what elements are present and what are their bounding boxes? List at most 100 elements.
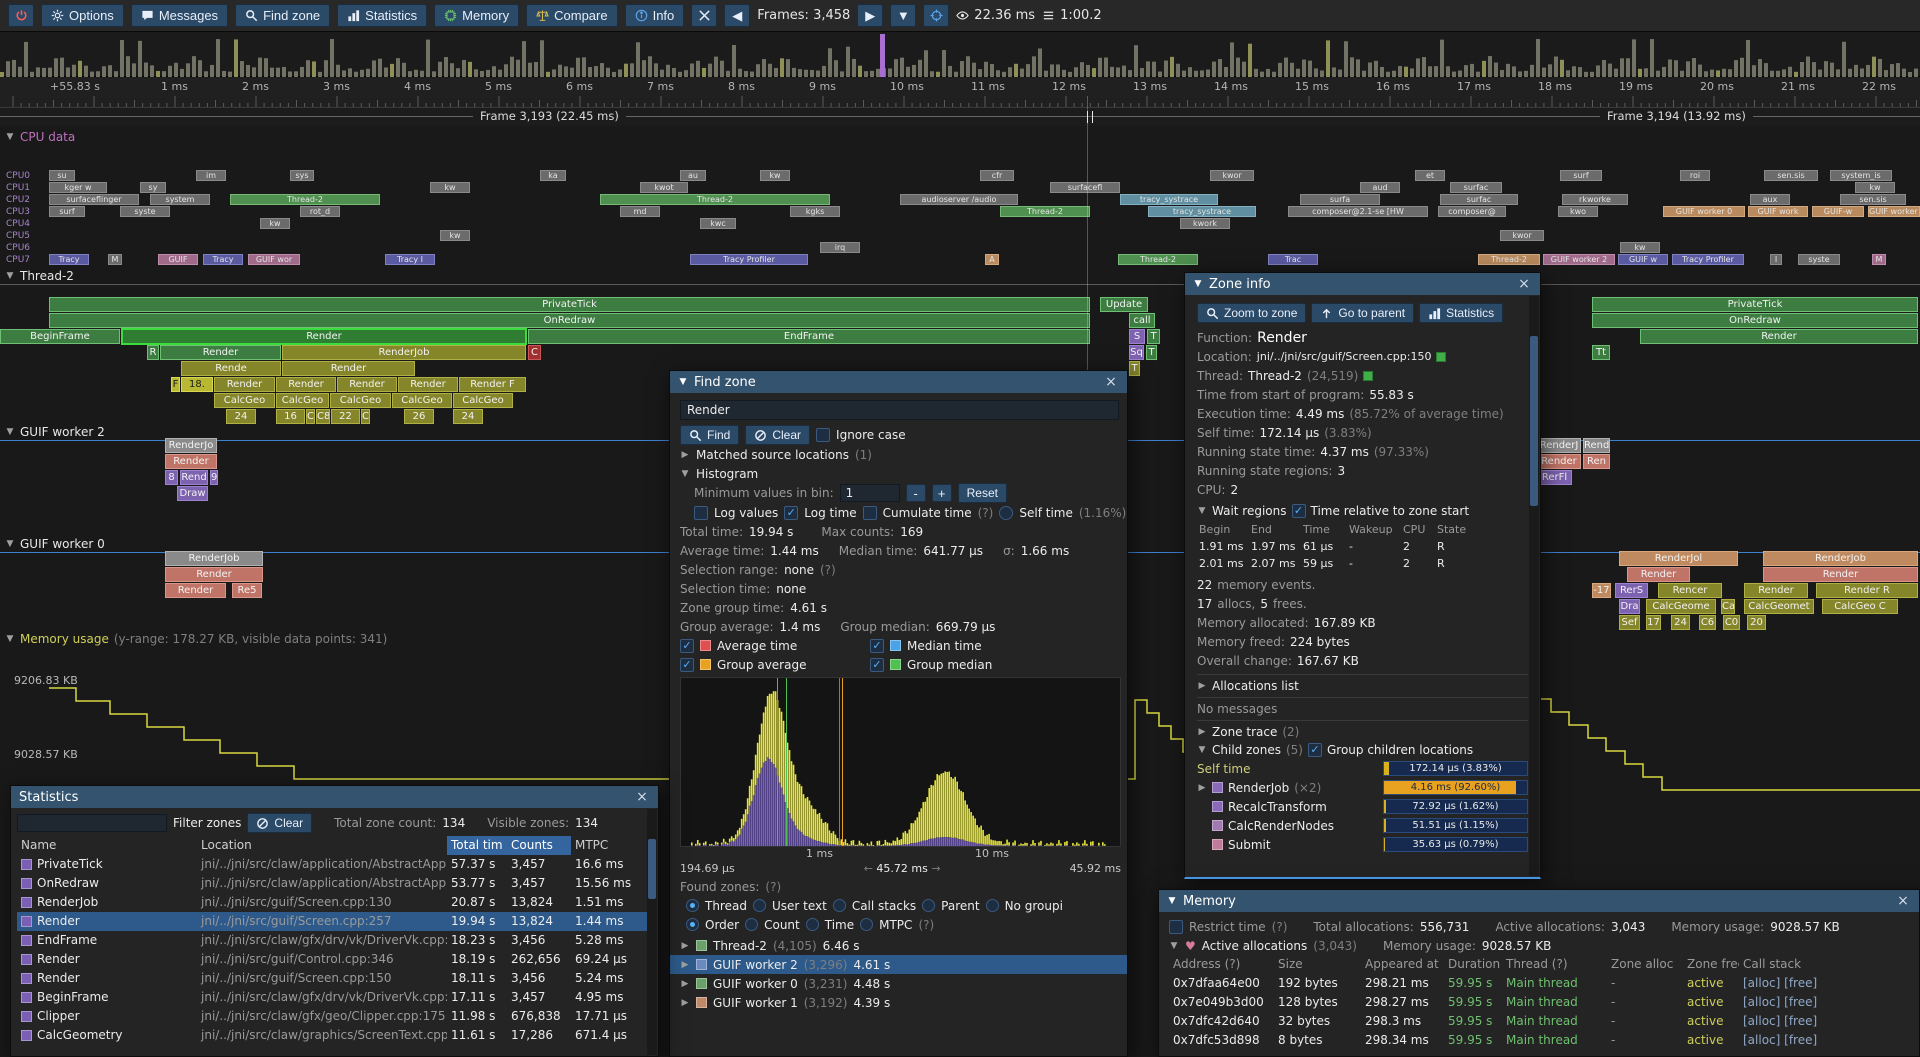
zone[interactable]: PrivateTick: [1592, 297, 1918, 312]
cpu-segment[interactable]: I: [1770, 254, 1782, 265]
zone[interactable]: RenderJob: [165, 551, 263, 566]
cpu-segment[interactable]: GUIF: [158, 254, 198, 265]
relative-time-checkbox[interactable]: [1291, 503, 1306, 518]
zone[interactable]: 20: [1747, 615, 1766, 630]
stats-table-row[interactable]: Render jni/../jni/src/guif/Screen.cpp:257…: [17, 912, 652, 931]
memory-table-row[interactable]: 0x7dfc42d640 32 bytes 298.3 ms 59.95 s Main …: [1169, 1012, 1909, 1031]
cpu-segment[interactable]: im: [196, 170, 226, 181]
stats-table-row[interactable]: Render jni/../jni/src/guif/Control.cpp:34…: [17, 950, 652, 969]
cpu-segment[interactable]: Tracy I: [385, 254, 435, 265]
zone[interactable]: Render: [1763, 567, 1918, 582]
prev-frame-button[interactable]: ◀: [724, 4, 751, 27]
cpu-segment[interactable]: Tracy Profiler: [690, 254, 808, 265]
zone[interactable]: PrivateTick: [49, 297, 1090, 312]
zone[interactable]: Render: [1627, 567, 1690, 582]
found-zone-group-row[interactable]: ▶ GUIF worker 2 (3,296) 4.61 s: [670, 955, 1127, 974]
zone[interactable]: Render: [398, 377, 458, 392]
zone[interactable]: Draw: [177, 486, 208, 501]
zone[interactable]: Render: [1640, 329, 1918, 344]
cpu-segment[interactable]: Trac: [1268, 254, 1318, 265]
stats-table-row[interactable]: OnRedraw jni/../jni/src/claw/application/…: [17, 874, 652, 893]
cpu-segment[interactable]: GUIF work: [1748, 206, 1808, 217]
zone[interactable]: T: [1146, 345, 1157, 360]
cpu-segment[interactable]: kw: [1620, 242, 1660, 253]
zone[interactable]: RenderJob: [282, 345, 526, 360]
group-children-checkbox[interactable]: [1307, 742, 1322, 757]
cpu-segment[interactable]: aux: [1750, 194, 1790, 205]
cpu-segment[interactable]: aud: [1360, 182, 1400, 193]
zone[interactable]: Re5: [232, 583, 262, 598]
cpu-segment[interactable]: surf: [49, 206, 85, 217]
memory-header-cell[interactable]: Zone alloc: [1611, 957, 1674, 971]
zone[interactable]: 17: [1646, 615, 1661, 630]
cpu-segment[interactable]: kgks: [790, 206, 840, 217]
cpu-segment[interactable]: GUIF worker 0: [1663, 206, 1745, 217]
stats-header-cell[interactable]: Total tim: [447, 836, 507, 855]
zone[interactable]: RerS: [1615, 583, 1648, 598]
wait-table-row[interactable]: 1.91 ms 1.97 ms 61 μs - 2 R: [1199, 538, 1526, 555]
child-zone-row[interactable]: Submit 35.63 μs (0.79%): [1197, 836, 1528, 853]
memory-table-row[interactable]: 0x7dfaa64e00 192 bytes 298.21 ms 59.95 s Mai…: [1169, 974, 1909, 993]
radio-button[interactable]: [985, 899, 999, 912]
zone-trace-expander[interactable]: ▶ Zone trace (2): [1197, 720, 1528, 739]
cpu-segment[interactable]: Tracy Profiler: [1672, 254, 1744, 265]
cpu-segment[interactable]: tracy_systrace: [1148, 206, 1256, 217]
cpu-segment[interactable]: A: [985, 254, 999, 265]
found-zone-group-row[interactable]: ▶ GUIF worker 0 (3,231) 4.48 s: [670, 974, 1127, 993]
stats-table-row[interactable]: Clipper jni/../jni/src/claw/gfx/geo/Clipp…: [17, 1007, 652, 1026]
zone[interactable]: Ca: [1721, 599, 1735, 614]
info-button[interactable]: Info: [624, 4, 685, 27]
cpu-segment[interactable]: sy: [140, 182, 166, 193]
cpu-segment[interactable]: composer@: [1438, 206, 1506, 217]
find-zone-titlebar[interactable]: ▼ Find zone ×: [670, 371, 1127, 393]
histogram-expander[interactable]: ▼ Histogram: [681, 466, 759, 481]
log-values-checkbox[interactable]: [694, 505, 708, 520]
cpu-segment[interactable]: kwork: [1180, 218, 1230, 229]
goto-frame-button[interactable]: ▼: [890, 4, 917, 27]
cpu-segment[interactable]: Thread-2: [1478, 254, 1540, 265]
ignore-case-checkbox[interactable]: [816, 428, 831, 442]
find-button[interactable]: Find: [680, 425, 740, 445]
statistics-titlebar[interactable]: Statistics ×: [11, 786, 658, 808]
zone[interactable]: Dra: [1619, 599, 1640, 614]
zone[interactable]: Update: [1100, 297, 1148, 312]
power-button[interactable]: [8, 4, 34, 27]
thread-header[interactable]: ▼ Thread-2: [5, 268, 74, 283]
self-time-checkbox[interactable]: [999, 505, 1014, 520]
radio-button[interactable]: [752, 899, 766, 912]
memory-header-cell[interactable]: Duration: [1448, 957, 1501, 971]
zone[interactable]: CalcGeo: [453, 393, 513, 408]
cpu-segment[interactable]: syste: [1798, 254, 1840, 265]
zone[interactable]: Render: [165, 567, 263, 582]
cpu-segment[interactable]: GUIF worker 2: [1543, 254, 1615, 265]
frame-label[interactable]: Frame 3,194 (13.92 ms): [1600, 109, 1753, 123]
legend-checkbox[interactable]: [870, 638, 884, 653]
child-zone-row[interactable]: CalcRenderNodes 51.51 μs (1.15%): [1197, 817, 1528, 834]
min-bin-input[interactable]: [839, 484, 900, 502]
close-icon[interactable]: ×: [636, 789, 648, 805]
cpu-segment[interactable]: GUIF w: [1618, 254, 1668, 265]
cpu-segment[interactable]: Thread-2: [1000, 206, 1090, 217]
stats-table-row[interactable]: CalcGeometry jni/../jni/src/claw/graphics…: [17, 1026, 652, 1045]
radio-button[interactable]: [686, 918, 699, 931]
zone[interactable]: 24: [453, 409, 483, 424]
cpu-segment[interactable]: surfac: [1450, 182, 1502, 193]
zone[interactable]: Render: [165, 454, 217, 469]
zone-info-titlebar[interactable]: ▼ Zone info ×: [1185, 273, 1540, 295]
messages-button[interactable]: Messages: [130, 4, 229, 27]
frame-markers-row[interactable]: Frame 3,193 (22.45 ms) Frame 3,194 (13.92…: [0, 108, 1920, 126]
cpu-segment[interactable]: sys: [290, 170, 314, 181]
cpu-segment[interactable]: GUIF worker 2: [1868, 206, 1920, 217]
radio-button[interactable]: [860, 918, 874, 931]
zone[interactable]: Rencer: [1658, 583, 1722, 598]
frame-label[interactable]: Frame 3,193 (22.45 ms): [473, 109, 626, 123]
zone[interactable]: Sq: [1129, 345, 1144, 360]
cpu-segment[interactable]: surfa: [1300, 194, 1380, 205]
legend-checkbox[interactable]: [680, 657, 694, 672]
zone[interactable]: C6: [1699, 615, 1716, 630]
zone[interactable]: 8: [165, 470, 178, 485]
cpu-segment[interactable]: GUIF-w: [1812, 206, 1864, 217]
active-allocations-expander[interactable]: ▼ ♥ Active allocations (3,043) Memory usa…: [1170, 938, 1552, 953]
child-zone-row[interactable]: RecalcTransform 72.92 μs (1.62%): [1197, 798, 1528, 815]
zone[interactable]: 16: [276, 409, 305, 424]
